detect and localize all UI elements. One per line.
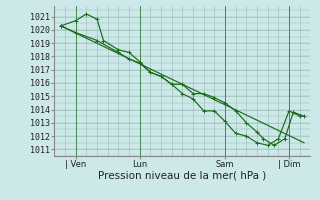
X-axis label: Pression niveau de la mer( hPa ): Pression niveau de la mer( hPa ) <box>98 171 267 181</box>
